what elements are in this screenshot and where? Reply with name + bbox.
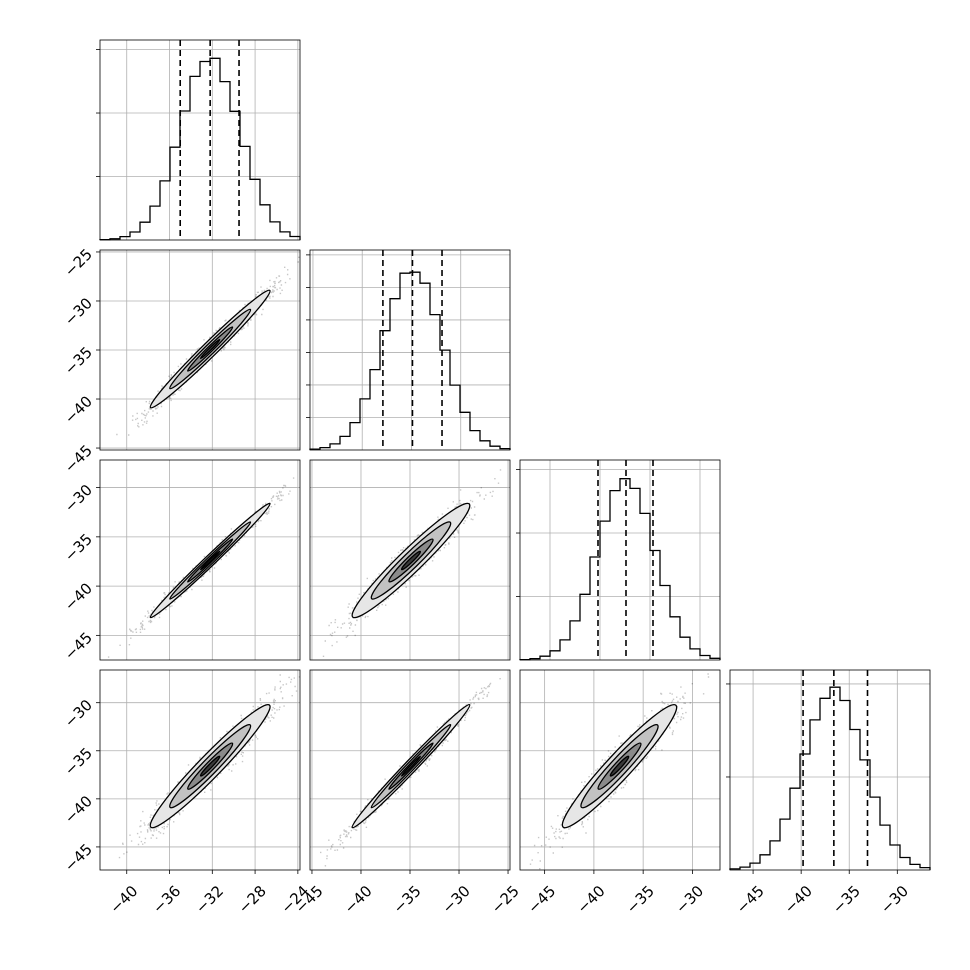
scatter-content [529, 673, 710, 870]
hist-frame-4 [729, 669, 931, 871]
x-tick-label: −25 [488, 882, 523, 917]
x-tick-label: −36 [149, 882, 184, 917]
histogram-4 [729, 686, 931, 870]
y-tick-label: −25 [61, 245, 96, 280]
scatter-frame [309, 459, 511, 661]
y-tick-label: −35 [61, 343, 96, 378]
hist-panel-2 [306, 249, 511, 451]
scatter-panel-3-1: −30 −35 −40 −45 [61, 459, 301, 664]
y-tick-label: −35 [61, 530, 96, 565]
hist-panel-4 [726, 669, 931, 871]
scatter-content [118, 674, 300, 859]
x-tick-label: −28 [235, 882, 270, 917]
hist-frame-3 [519, 459, 721, 661]
x-tick-label: −45 [733, 882, 768, 917]
x-tick-label: −35 [623, 882, 658, 917]
scatter-panel-4-1: −30 −35 −40 −45 [61, 669, 301, 875]
scatter-frame [99, 669, 301, 871]
scatter-frame [99, 459, 301, 661]
x-tick-label: −40 [574, 882, 609, 917]
x-tick-label: −30 [877, 882, 912, 917]
x-tick-label: −40 [781, 882, 816, 917]
x-tick-label: −45 [524, 882, 559, 917]
hist-panel-1 [96, 39, 301, 241]
y-tick-label: −40 [61, 579, 96, 614]
x-tick-label: −30 [672, 882, 707, 917]
histogram-1 [99, 57, 301, 241]
x-tick-label: −35 [829, 882, 864, 917]
scatter-frame [519, 669, 721, 871]
contour-core [199, 755, 221, 777]
hist-frame-1 [99, 39, 301, 241]
y-tick-label: −35 [61, 744, 96, 779]
scatter-panel-2-1: −25 −30 −35 −40 −45 [61, 245, 301, 476]
contour-core [609, 755, 630, 777]
scatter-content [116, 256, 300, 436]
contour-core [400, 755, 422, 777]
scatter-content [320, 678, 501, 867]
scatter-content [322, 469, 502, 657]
scatter-panel-3-2 [309, 459, 511, 661]
hist-frame-2 [309, 249, 511, 451]
histogram-3 [519, 478, 721, 661]
x-tick-label: −32 [192, 882, 227, 917]
scatter-panel-4-2 [309, 669, 511, 871]
scatter-panel-4-3 [519, 669, 721, 871]
histogram-2 [309, 271, 511, 450]
scatter-content [107, 477, 295, 658]
y-tick-label: −45 [61, 840, 96, 875]
y-tick-label: −30 [61, 696, 96, 731]
x-tick-label: −40 [341, 882, 376, 917]
y-tick-label: −45 [61, 629, 96, 664]
x-tick-label: −35 [390, 882, 425, 917]
y-tick-label: −40 [61, 792, 96, 827]
y-tick-label: −30 [61, 481, 96, 516]
contour-core [400, 550, 422, 571]
contour-core [199, 550, 221, 571]
y-tick-label: −40 [61, 392, 96, 427]
hist-panel-3 [516, 459, 721, 661]
y-tick-label: −45 [61, 441, 96, 476]
y-tick-label: −30 [61, 294, 96, 329]
contour-core [199, 338, 221, 360]
x-tick-label: −40 [106, 882, 141, 917]
x-tick-label: −30 [439, 882, 474, 917]
